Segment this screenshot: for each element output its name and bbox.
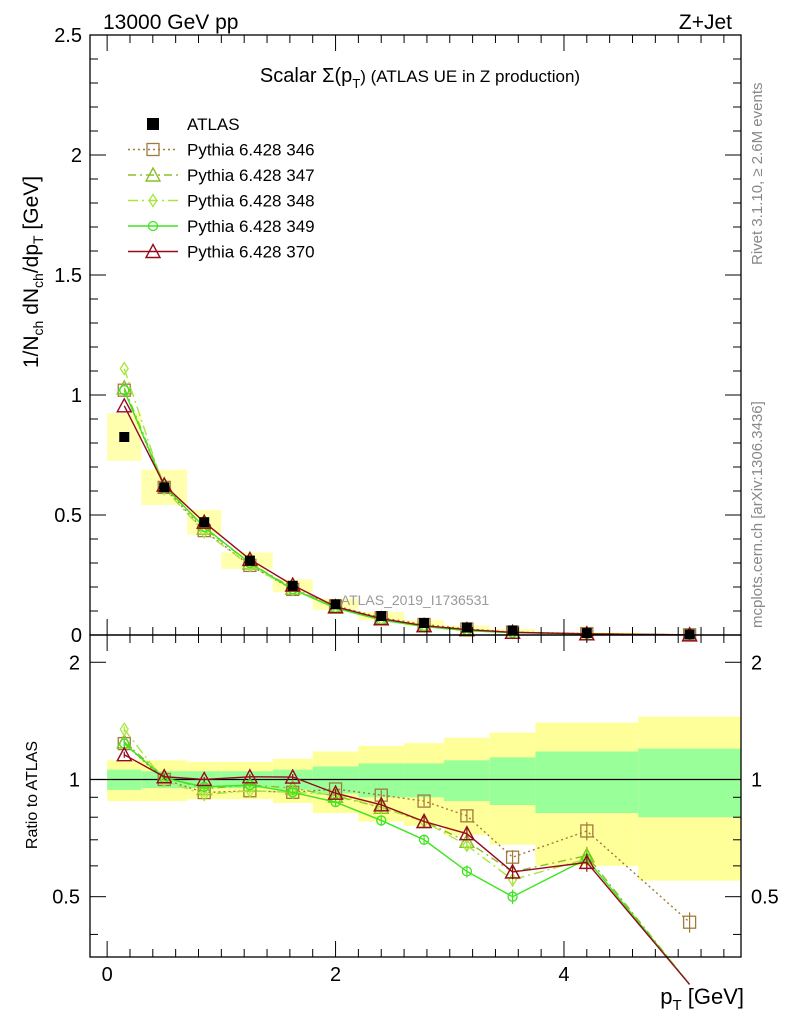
ratio-point-0 <box>117 736 131 751</box>
data-point <box>199 517 210 528</box>
ratio-line-2 <box>123 728 691 985</box>
ratio-tick-label-left: 2 <box>69 652 80 674</box>
series-point-4 <box>116 397 133 413</box>
title-main: Scalar Σ(p <box>260 65 352 87</box>
legend-label-3: Pythia 6.428 349 <box>187 217 315 236</box>
ratio-point-2 <box>288 785 298 800</box>
y-tick-label: 2 <box>71 145 82 167</box>
data-point <box>244 555 255 566</box>
ratio-tick-label-left: 0.5 <box>52 887 80 909</box>
legend-marker-data <box>147 118 159 130</box>
y-tick-label: 0.5 <box>54 505 82 527</box>
x-tick-label: 0 <box>102 964 113 986</box>
x-axis-label: pT [GeV] <box>660 984 744 1014</box>
series-point-3 <box>119 385 130 396</box>
data-point <box>376 611 387 622</box>
ratio-point-4 <box>156 768 173 784</box>
ratio-point-4 <box>327 784 344 800</box>
plot-title: Scalar Σ(pT) (ATLAS UE in Z production) <box>260 65 580 91</box>
title-rest: ) (ATLAS UE in Z production) <box>360 67 580 86</box>
data-point <box>287 580 298 591</box>
ratio-axes: 0 2 4 0.5 0.5 1 1 2 2 <box>52 652 779 986</box>
ratio-point-4 <box>284 768 301 784</box>
ratio-tick-label-left: 1 <box>69 769 80 791</box>
ratio-point-3 <box>330 796 341 808</box>
legend-label-1: Pythia 6.428 347 <box>187 166 315 185</box>
data-point <box>461 622 472 633</box>
ratio-point-2 <box>199 787 209 802</box>
data-point <box>507 625 518 636</box>
y-axis-label: 1/Nch dNch/dpT [GeV] <box>20 176 46 368</box>
upper-axes: 0 0.5 1 1.5 2 2.5 <box>54 25 741 957</box>
y-tick-label: 1 <box>71 385 82 407</box>
mcplots-label: mcplots.cern.ch [arXiv:1306.3436] <box>749 401 766 628</box>
ratio-y-axis-label: Ratio to ATLAS <box>24 741 41 849</box>
ratio-line-0 <box>123 743 691 923</box>
x-tick-label: 4 <box>558 964 569 986</box>
series-line-4 <box>123 405 690 636</box>
title-sub: T <box>352 76 360 91</box>
ratio-point-3 <box>199 781 210 792</box>
ratio-band-inner <box>489 757 536 805</box>
legend-marker-0 <box>146 142 160 157</box>
ratio-point-0 <box>417 794 431 808</box>
ratio-point-3 <box>287 787 298 798</box>
legend-marker-4 <box>144 243 162 259</box>
ratio-tick-label-right: 1 <box>751 769 762 791</box>
data-point <box>119 432 130 442</box>
y-tick-label: 2.5 <box>54 25 82 47</box>
ratio-point-4 <box>116 746 133 762</box>
x-tick-label: 2 <box>330 964 341 986</box>
data-point <box>419 618 430 628</box>
ratio-band-inner <box>638 748 741 818</box>
header-right: Z+Jet <box>679 11 732 34</box>
rivet-label: Rivet 3.1.10, ≥ 2.6M events <box>749 83 766 266</box>
ratio-point-4 <box>373 796 390 812</box>
ratio-series-group <box>116 722 697 985</box>
legend: ATLAS Pythia 6.428 346 Pythia 6.428 347 Pyt… <box>128 115 315 262</box>
ratio-tick-label-right: 0.5 <box>751 887 779 909</box>
data-point <box>330 599 341 610</box>
legend-marker-3 <box>147 220 159 232</box>
ratio-band-inner <box>444 760 490 802</box>
ratio-point-4 <box>241 768 259 784</box>
ratio-point-2 <box>119 722 129 737</box>
legend-marker-1 <box>144 166 162 182</box>
data-point <box>159 482 170 493</box>
legend-label-4: Pythia 6.428 370 <box>187 243 315 262</box>
ratio-point-4 <box>415 813 433 829</box>
series-point-0 <box>117 383 131 397</box>
x-label-unit: [GeV] <box>682 984 744 1009</box>
x-label-main: p <box>660 984 672 1009</box>
ratio-band-group <box>90 716 741 881</box>
ratio-point-4 <box>196 771 213 787</box>
watermark-label: ATLAS_2019_I1736531 <box>341 592 490 608</box>
legend-label-0: Pythia 6.428 346 <box>187 141 315 160</box>
x-label-sub: T <box>672 997 681 1014</box>
series-point-2 <box>119 361 129 376</box>
ratio-band-inner <box>404 763 445 798</box>
legend-label-2: Pythia 6.428 348 <box>187 192 315 211</box>
ratio-band-inner <box>535 751 639 814</box>
header-left: 13000 GeV pp <box>103 11 238 34</box>
y-tick-label: 1.5 <box>54 265 82 287</box>
ratio-line-4 <box>123 754 691 985</box>
ratio-tick-label-right: 2 <box>751 652 762 674</box>
ratio-frame <box>89 634 742 958</box>
y-tick-label: 0 <box>71 625 82 647</box>
ratio-point-3 <box>244 779 256 791</box>
ratio-line-1 <box>123 741 691 985</box>
legend-label-data: ATLAS <box>187 115 240 134</box>
legend-marker-2 <box>148 193 158 208</box>
